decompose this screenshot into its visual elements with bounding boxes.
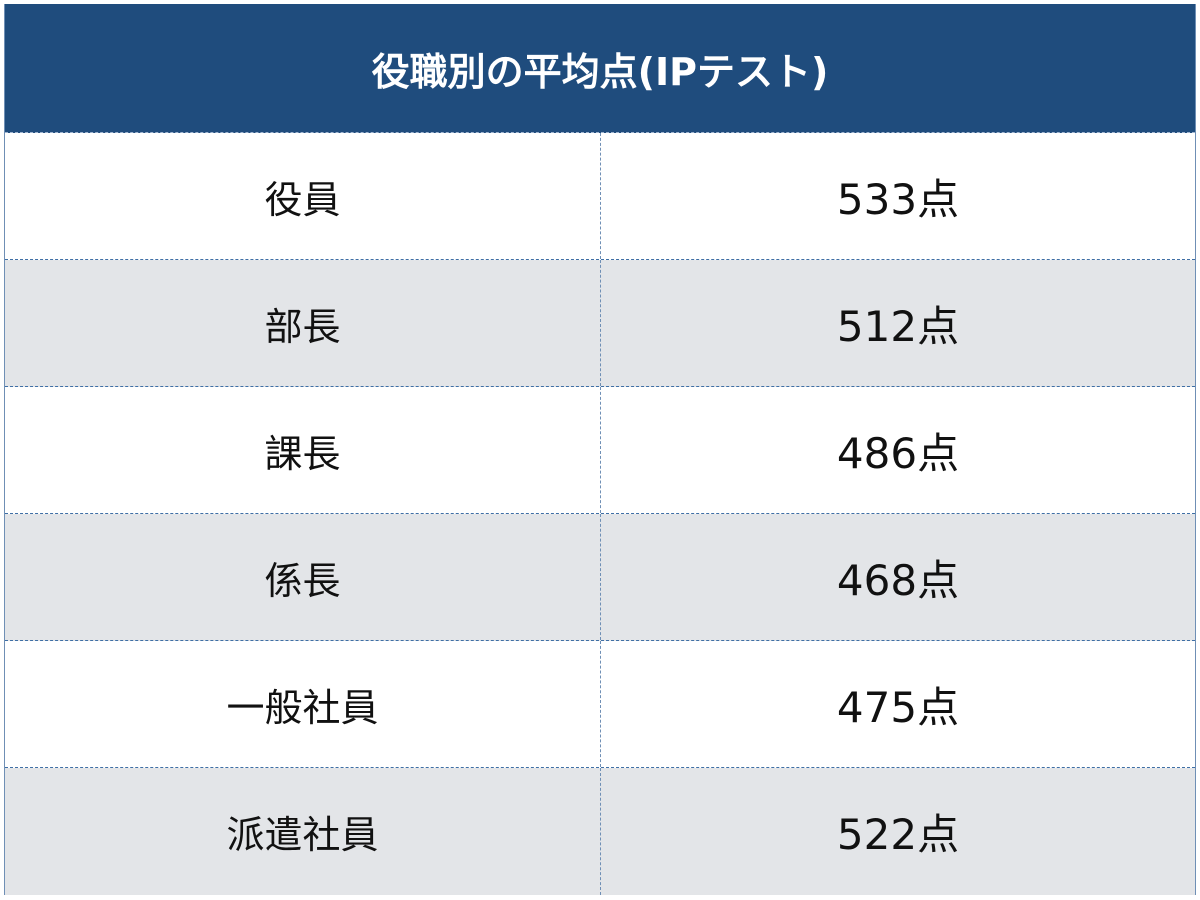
table-title: 役職別の平均点(IPテスト) [5,4,1195,133]
position-cell: 係長 [5,514,601,640]
score-cell: 486点 [836,428,960,478]
position-cell: 一般社員 [5,641,601,767]
table-row: 派遣社員 522点 [5,768,1195,895]
score-table: 役職別の平均点(IPテスト) 役員 533点部長 512点課長 486点係長 468点一… [4,4,1196,895]
position-cell: 派遣社員 [5,768,601,895]
score-cell: 512点 [836,301,960,351]
score-cell: 468点 [836,555,960,605]
position-cell: 役員 [5,133,601,259]
score-cell: 475点 [836,682,960,732]
table-row: 役員 533点 [5,133,1195,260]
table-row: 一般社員 475点 [5,641,1195,768]
table-row: 課長 486点 [5,387,1195,514]
table-row: 部長 512点 [5,260,1195,387]
table-row: 係長 468点 [5,514,1195,641]
position-cell: 部長 [5,260,601,386]
position-cell: 課長 [5,387,601,513]
score-cell: 522点 [836,810,960,859]
score-cell: 533点 [836,174,960,224]
table-body: 役員 533点部長 512点課長 486点係長 468点一般社員 475点派遣社員 522点 [5,133,1195,895]
